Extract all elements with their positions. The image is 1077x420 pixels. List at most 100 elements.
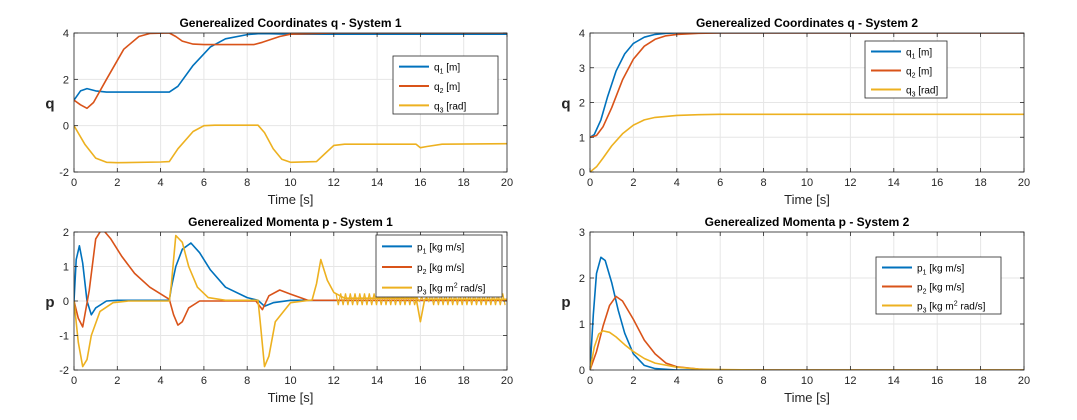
series-line-2 (74, 232, 507, 328)
y-tick-label: 4 (579, 28, 585, 40)
y-axis-label: q (561, 96, 570, 113)
x-tick-label: 4 (674, 375, 680, 387)
x-tick-label: 16 (931, 177, 943, 189)
legend-label: p1 [kg m/s] (417, 242, 464, 255)
x-tick-label: 2 (630, 375, 636, 387)
x-tick-label: 14 (371, 177, 383, 189)
chart-title: Generealized Coordinates q - System 1 (179, 16, 401, 30)
legend-label: q2 [m] (434, 82, 460, 95)
y-axis-label: p (561, 294, 570, 311)
x-tick-label: 10 (284, 375, 296, 387)
series-group (74, 33, 507, 164)
x-tick-label: 0 (71, 177, 77, 189)
y-tick-label: 3 (579, 63, 585, 75)
legend: p1 [kg m/s] p2 [kg m/s] p3 [kg m2 rad/s] (375, 234, 503, 298)
x-tick-label: 18 (974, 375, 986, 387)
legend-label: q3 [rad] (906, 86, 938, 99)
x-tick-label: 2 (630, 177, 636, 189)
x-tick-label: 20 (1018, 177, 1030, 189)
y-tick-label: -2 (59, 167, 69, 179)
x-tick-label: 12 (844, 177, 856, 189)
series-line-3 (590, 113, 1024, 172)
y-tick-label: 1 (579, 132, 585, 144)
legend-label: q3 [rad] (434, 101, 466, 114)
legend-label: q1 [m] (906, 48, 932, 61)
x-tick-label: 0 (71, 375, 77, 387)
x-tick-label: 10 (801, 177, 813, 189)
x-tick-label: 6 (717, 375, 723, 387)
x-tick-label: 4 (158, 375, 164, 387)
y-tick-label: 4 (63, 28, 69, 40)
x-tick-label: 12 (328, 177, 340, 189)
y-tick-label: 0 (63, 296, 69, 308)
x-tick-label: 16 (414, 375, 426, 387)
chart-title: Generealized Coordinates q - System 2 (696, 16, 918, 30)
series-line-3 (590, 330, 1024, 370)
series-oscillation (335, 293, 506, 306)
x-tick-label: 4 (674, 177, 680, 189)
y-tick-label: 2 (63, 227, 69, 239)
series-group (74, 232, 507, 368)
x-tick-label: 0 (587, 177, 593, 189)
x-tick-label: 6 (201, 177, 207, 189)
x-tick-label: 12 (844, 375, 856, 387)
legend-label: q1 [m] (434, 63, 460, 76)
x-tick-label: 2 (114, 177, 120, 189)
x-tick-label: 6 (717, 177, 723, 189)
x-tick-label: 14 (888, 177, 900, 189)
y-tick-label: 0 (63, 121, 69, 133)
x-tick-label: 8 (761, 375, 767, 387)
x-tick-label: 20 (501, 177, 513, 189)
x-tick-label: 8 (761, 177, 767, 189)
x-tick-label: 4 (158, 177, 164, 189)
y-tick-label: 2 (579, 98, 585, 110)
x-axis-label: Time [s] (268, 390, 314, 405)
x-tick-label: 20 (1018, 375, 1030, 387)
x-tick-label: 6 (201, 375, 207, 387)
x-tick-label: 10 (801, 375, 813, 387)
x-axis-label: Time [s] (784, 192, 830, 207)
y-tick-label: -1 (59, 331, 69, 343)
chart-title: Generealized Momenta p - System 2 (705, 215, 910, 229)
legend: q1 [m] q2 [m] q3 [rad] (864, 40, 948, 99)
y-axis-label: p (45, 294, 54, 311)
y-tick-label: 3 (579, 227, 585, 239)
legend: p1 [kg m/s] p2 [kg m/s] p3 [kg m2 rad/s] (875, 256, 1002, 315)
series-group (590, 256, 1024, 370)
legend: q1 [m] q2 [m] q3 [rad] (392, 55, 499, 115)
x-tick-label: 20 (501, 375, 513, 387)
series-line-1 (74, 242, 507, 316)
series-line-1 (590, 256, 1024, 370)
x-tick-label: 16 (931, 375, 943, 387)
x-tick-label: 0 (587, 375, 593, 387)
legend-label: q2 [m] (906, 67, 932, 80)
x-axis-label: Time [s] (784, 390, 830, 405)
x-tick-label: 18 (974, 177, 986, 189)
x-tick-label: 14 (888, 375, 900, 387)
x-tick-label: 8 (244, 177, 250, 189)
y-tick-label: -2 (59, 365, 69, 377)
series-line-1 (74, 33, 507, 101)
chart-title: Generealized Momenta p - System 1 (188, 215, 393, 229)
x-tick-label: 10 (284, 177, 296, 189)
legend-label: p3 [kg m2 rad/s] (917, 301, 986, 315)
legend-label: p2 [kg m/s] (417, 263, 464, 276)
y-tick-label: 1 (63, 262, 69, 274)
x-tick-label: 2 (114, 375, 120, 387)
x-axis-label: Time [s] (268, 192, 314, 207)
series-line-3 (74, 124, 507, 164)
y-tick-label: 2 (63, 74, 69, 86)
x-tick-label: 12 (328, 375, 340, 387)
x-tick-label: 18 (458, 177, 470, 189)
y-tick-label: 0 (579, 167, 585, 179)
x-tick-label: 8 (244, 375, 250, 387)
y-tick-label: 2 (579, 273, 585, 285)
x-tick-label: 18 (458, 375, 470, 387)
legend-label: p3 [kg m2 rad/s] (417, 283, 486, 297)
legend-label: p1 [kg m/s] (917, 264, 964, 277)
series-line-1 (590, 33, 1024, 138)
